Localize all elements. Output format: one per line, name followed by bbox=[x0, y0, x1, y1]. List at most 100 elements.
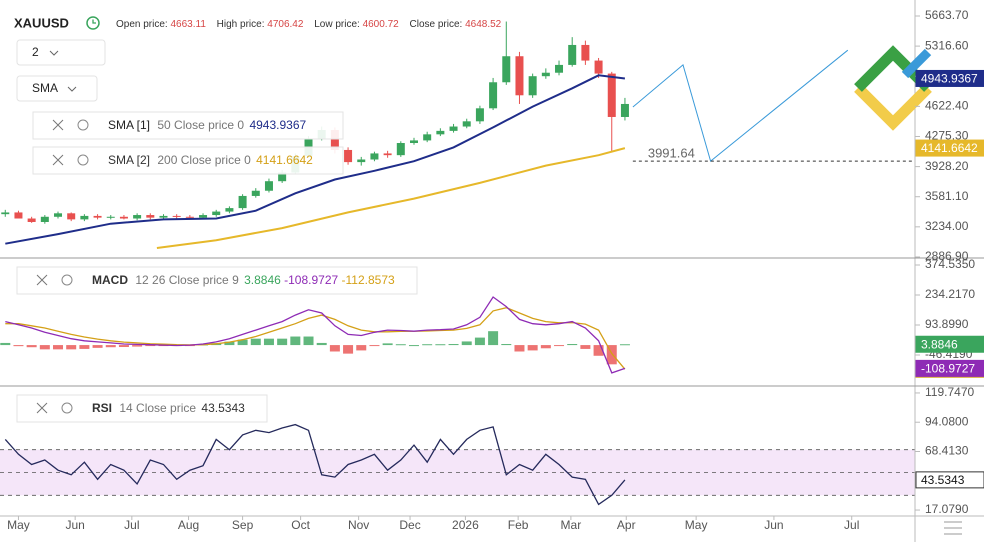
macd-histogram-bar bbox=[343, 345, 354, 354]
y-tick-label: 94.0800 bbox=[925, 414, 969, 428]
candle-body bbox=[330, 129, 339, 150]
x-tick-label: Oct bbox=[291, 518, 310, 532]
y-tick-label: 3928.20 bbox=[925, 159, 969, 173]
macd-histogram-bar bbox=[92, 345, 103, 348]
x-tick-label: Sep bbox=[232, 518, 254, 532]
remove-icon[interactable] bbox=[52, 119, 64, 131]
y-tick-label: 2886.90 bbox=[925, 249, 969, 263]
projection-line bbox=[632, 49, 849, 162]
x-tick-label: Apr bbox=[617, 518, 636, 532]
zoom-icon[interactable] bbox=[944, 521, 962, 535]
value-box bbox=[915, 69, 984, 87]
candle-body bbox=[568, 44, 577, 65]
value-box bbox=[915, 139, 984, 157]
x-tick-label: Jul bbox=[844, 518, 859, 532]
macd-histogram-bar bbox=[316, 342, 327, 346]
y-tick-label: 17.0790 bbox=[925, 502, 969, 516]
legend-params: 200 Close price 0 bbox=[157, 153, 251, 167]
sma-line bbox=[5, 74, 626, 245]
macd-histogram-bar bbox=[290, 336, 301, 346]
legend-params: 50 Close price 0 bbox=[157, 118, 244, 132]
candle-body bbox=[80, 215, 89, 220]
timeframe-select[interactable]: 2 bbox=[16, 39, 106, 66]
candle-body bbox=[475, 108, 484, 122]
value-box-label: 4141.6642 bbox=[921, 141, 978, 155]
settings-icon[interactable] bbox=[77, 119, 89, 131]
x-tick-label: 2026 bbox=[452, 518, 479, 532]
candle-body bbox=[581, 44, 590, 61]
remove-icon[interactable] bbox=[52, 154, 64, 166]
macd-histogram-bar bbox=[474, 337, 485, 346]
x-tick-label: Jun bbox=[65, 518, 84, 532]
macd-histogram-bar bbox=[13, 345, 24, 347]
sma-line bbox=[156, 147, 626, 249]
legend-name: MACD bbox=[92, 273, 128, 287]
candle-body bbox=[119, 216, 128, 219]
y-tick-label: 234.2170 bbox=[925, 287, 975, 301]
remove-icon[interactable] bbox=[36, 402, 48, 414]
candle-body bbox=[502, 56, 511, 83]
y-tick-label: 68.4130 bbox=[925, 444, 969, 458]
macd-histogram-bar bbox=[514, 345, 525, 352]
x-tick-label: May bbox=[685, 518, 708, 532]
legend-params: 12 26 Close price 9 bbox=[135, 273, 239, 287]
legend-name: SMA [2] bbox=[108, 153, 150, 167]
candle-body bbox=[199, 215, 208, 218]
candle-body bbox=[251, 190, 260, 196]
rsi-legend: RSI 14 Close price 43.5343 bbox=[16, 394, 268, 423]
value-box-label: 4943.9367 bbox=[921, 72, 978, 86]
y-tick-label: 374.5350 bbox=[925, 257, 975, 271]
remove-icon[interactable] bbox=[36, 274, 48, 286]
macd-histogram-bar bbox=[408, 345, 419, 347]
clock-icon bbox=[86, 16, 100, 30]
macd-histogram-bar bbox=[395, 344, 406, 346]
symbol: XAUUSD bbox=[14, 15, 69, 30]
y-tick-label: 3234.00 bbox=[925, 219, 969, 233]
candle-body bbox=[423, 134, 432, 141]
macd-histogram-bar bbox=[39, 345, 50, 350]
macd-histogram-bar bbox=[369, 345, 380, 347]
legend-value: 4141.6642 bbox=[256, 153, 313, 167]
high-value: 4706.42 bbox=[267, 19, 304, 30]
open-label: Open price: bbox=[116, 19, 168, 30]
settings-icon[interactable] bbox=[61, 274, 73, 286]
candle-body bbox=[185, 216, 194, 218]
candle-body bbox=[449, 126, 458, 131]
sma1-legend: SMA [1] 50 Close price 0 4943.9367 bbox=[32, 111, 344, 140]
x-tick-label: Jun bbox=[764, 518, 783, 532]
macd-histogram-bar bbox=[105, 345, 116, 348]
macd-histogram-bar bbox=[461, 341, 472, 346]
value-box-label: 43.5343 bbox=[921, 473, 965, 487]
macd-histogram-bar bbox=[66, 345, 77, 350]
macd-histogram-bar bbox=[329, 345, 340, 352]
macd-histogram-bar bbox=[382, 343, 393, 346]
close-value: 4648.52 bbox=[465, 19, 502, 30]
macd-histogram-bar bbox=[488, 331, 499, 346]
settings-icon[interactable] bbox=[77, 154, 89, 166]
candle-body bbox=[541, 72, 550, 77]
macd-histogram-bar bbox=[145, 345, 156, 347]
macd-legend-text: MACD 12 26 Close price 9 3.8846 -108.972… bbox=[92, 273, 395, 287]
value-box bbox=[915, 471, 984, 489]
value-box bbox=[915, 359, 984, 377]
value-box-label: -108.9727 bbox=[921, 362, 975, 376]
legend-value: 3.8846 bbox=[244, 273, 281, 287]
candle-body bbox=[357, 159, 366, 163]
candle-body bbox=[225, 208, 234, 212]
rsi-legend-text: RSI 14 Close price 43.5343 bbox=[92, 401, 245, 415]
macd-histogram-bar bbox=[118, 345, 129, 348]
candle-body bbox=[1, 212, 10, 215]
settings-icon[interactable] bbox=[61, 402, 73, 414]
macd-histogram-bar bbox=[435, 344, 446, 346]
legend-value: 43.5343 bbox=[201, 401, 245, 415]
macd-histogram-bar bbox=[0, 342, 11, 346]
macd-histogram-bar bbox=[79, 345, 90, 349]
macd-histogram-bar bbox=[224, 341, 235, 346]
candle-body bbox=[515, 56, 524, 96]
candle-body bbox=[146, 215, 155, 218]
candle-body bbox=[106, 216, 115, 218]
indicator-select[interactable]: SMA bbox=[16, 75, 98, 102]
y-tick-label: 3581.10 bbox=[925, 189, 969, 203]
candle-body bbox=[396, 143, 405, 156]
